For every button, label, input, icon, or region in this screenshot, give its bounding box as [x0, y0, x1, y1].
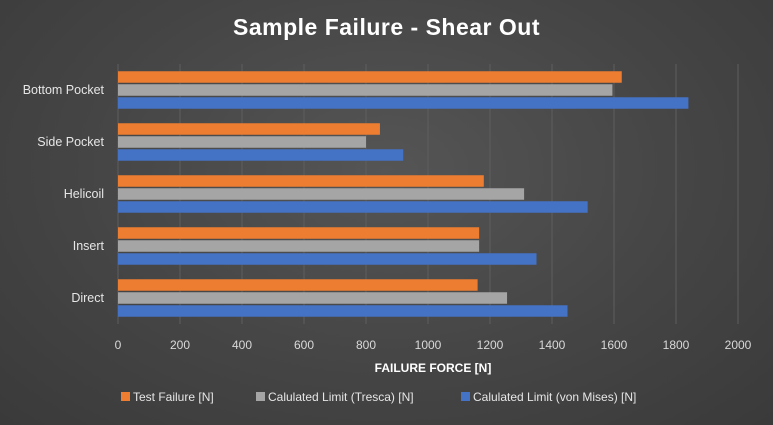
- x-tick-label: 800: [356, 338, 376, 352]
- bar-insert-series-1: [118, 240, 480, 252]
- x-axis-label: FAILURE FORCE [N]: [375, 361, 492, 375]
- bar-insert-series-0: [118, 227, 480, 239]
- x-tick-label: 0: [115, 338, 122, 352]
- x-tick-label: 200: [170, 338, 190, 352]
- legend-label: Calulated Limit (von Mises) [N]: [473, 390, 636, 404]
- bar-direct-series-0: [118, 279, 478, 291]
- category-label: Bottom Pocket: [23, 83, 105, 97]
- bar-direct-series-1: [118, 292, 508, 304]
- bar-helicoil-series-0: [118, 175, 484, 187]
- bar-side-pocket-series-2: [118, 149, 404, 161]
- x-tick-label: 1800: [663, 338, 690, 352]
- x-tick-label: 1200: [477, 338, 504, 352]
- category-label: Side Pocket: [37, 135, 104, 149]
- x-tick-label: 600: [294, 338, 314, 352]
- bar-helicoil-series-2: [118, 201, 588, 213]
- bar-side-pocket-series-1: [118, 136, 366, 148]
- chart-title: Sample Failure - Shear Out: [233, 14, 540, 40]
- legend-label: Calulated Limit (Tresca) [N]: [268, 390, 414, 404]
- x-tick-label: 2000: [725, 338, 752, 352]
- bar-direct-series-2: [118, 305, 568, 317]
- x-axis-ticks: 0 200 400 600 800 1000 1200 1400 1600 1800 2000: [115, 338, 752, 352]
- bar-bottom-pocket-series-1: [118, 84, 613, 96]
- legend-label: Test Failure [N]: [133, 390, 214, 404]
- legend-swatch: [256, 392, 265, 401]
- bar-bottom-pocket-series-0: [118, 71, 622, 83]
- category-label: Insert: [73, 239, 105, 253]
- legend-swatch: [121, 392, 130, 401]
- legend-swatch: [461, 392, 470, 401]
- legend: Test Failure [N] Calulated Limit (Tresca)…: [121, 390, 636, 404]
- bar-bottom-pocket-series-2: [118, 97, 689, 109]
- bar-helicoil-series-1: [118, 188, 525, 200]
- category-labels: Bottom Pocket Side Pocket Helicoil Insert Di…: [23, 83, 105, 305]
- x-tick-label: 1600: [601, 338, 628, 352]
- category-label: Direct: [71, 291, 104, 305]
- bar-side-pocket-series-0: [118, 123, 380, 135]
- x-tick-label: 400: [232, 338, 252, 352]
- category-label: Helicoil: [64, 187, 104, 201]
- bars: [118, 71, 689, 317]
- bar-insert-series-2: [118, 253, 537, 265]
- x-tick-label: 1000: [415, 338, 442, 352]
- x-tick-label: 1400: [539, 338, 566, 352]
